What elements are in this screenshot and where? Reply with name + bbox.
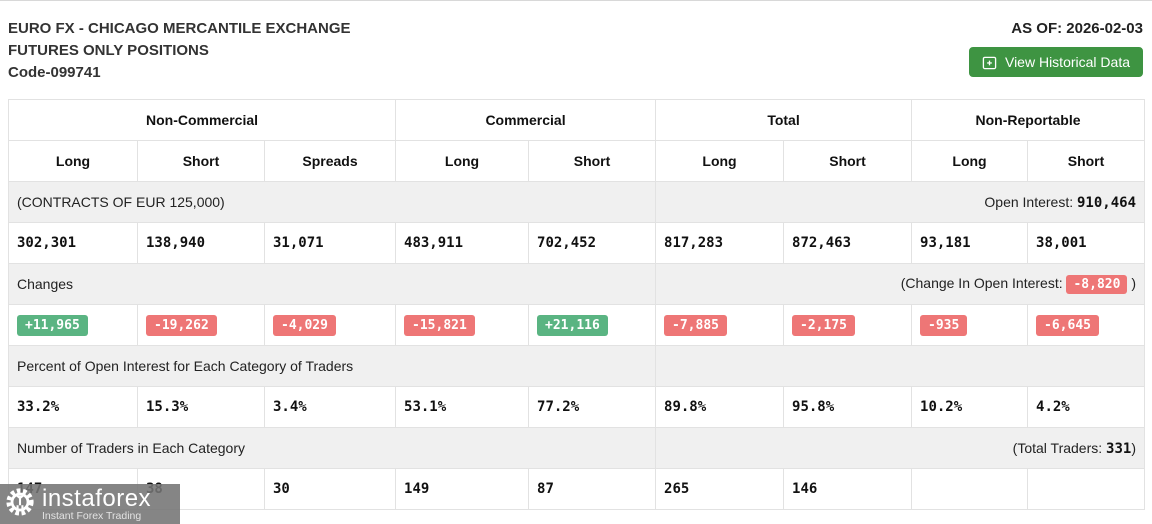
position-value: 872,463 <box>783 222 913 264</box>
changes-label-row: Changes (Change In Open Interest: -8,820… <box>7 263 1146 305</box>
column-header: Long <box>395 140 530 182</box>
percent-value: 10.2% <box>911 386 1029 428</box>
total-traders-cell: (Total Traders: 331) <box>655 427 1146 469</box>
traders-label: Number of Traders in Each Category <box>7 427 657 469</box>
change-badge: -935 <box>920 314 968 336</box>
percent-value: 89.8% <box>655 386 785 428</box>
percents-row: 33.2% 15.3% 3.4% 53.1% 77.2% 89.8% 95.8%… <box>8 386 1146 428</box>
change-oi-prefix: (Change In Open Interest: <box>900 274 1067 291</box>
percent-label-right-cell <box>655 345 1146 387</box>
change-oi-badge: -8,820 <box>1066 274 1128 294</box>
position-value: 817,283 <box>655 222 785 264</box>
column-header: Long <box>655 140 785 182</box>
change-badge: -19,262 <box>146 314 217 336</box>
column-header-row: Long Short Spreads Long Short Long Short… <box>8 140 1146 182</box>
watermark-text: instaforex Instant Forex Trading <box>42 484 152 522</box>
column-header: Short <box>137 140 265 182</box>
percent-label-row: Percent of Open Interest for Each Catego… <box>7 345 1146 387</box>
traders-value <box>1027 468 1146 510</box>
contracts-label-row: (CONTRACTS OF EUR 125,000) Open Interest… <box>7 181 1146 223</box>
traders-label-row: Number of Traders in Each Category (Tota… <box>7 427 1146 469</box>
contracts-label: (CONTRACTS OF EUR 125,000) <box>7 181 657 223</box>
group-header-non-commercial: Non-Commercial <box>7 99 397 141</box>
position-value: 702,452 <box>528 222 657 264</box>
as-of-date: AS OF: 2026-02-03 <box>1011 20 1143 37</box>
position-value: 302,301 <box>8 222 138 264</box>
traders-value: 149 <box>395 468 530 510</box>
position-value: 138,940 <box>137 222 265 264</box>
open-interest-value: 910,464 <box>1077 194 1137 211</box>
percent-value: 77.2% <box>528 386 657 428</box>
watermark-tagline: Instant Forex Trading <box>42 509 142 522</box>
total-traders-prefix: (Total Traders: <box>1012 439 1107 456</box>
open-interest-cell: Open Interest: 910,464 <box>655 181 1146 223</box>
column-header: Long <box>911 140 1029 182</box>
change-badge: -7,885 <box>664 314 727 336</box>
view-historical-data-button[interactable]: View Historical Data <box>968 47 1143 77</box>
header-right: AS OF: 2026-02-03 View Historical Data <box>968 20 1143 77</box>
traders-value: 87 <box>528 468 657 510</box>
change-badge: -15,821 <box>404 314 475 336</box>
traders-value <box>911 468 1029 510</box>
view-historical-data-label: View Historical Data <box>1004 54 1130 70</box>
column-header: Long <box>8 140 138 182</box>
percent-label: Percent of Open Interest for Each Catego… <box>7 345 657 387</box>
percent-value: 53.1% <box>395 386 530 428</box>
position-value: 93,181 <box>911 222 1029 264</box>
traders-value: 30 <box>263 468 397 510</box>
report-header: EURO FX - CHICAGO MERCANTILE EXCHANGE FU… <box>0 1 1152 99</box>
column-header: Short <box>1027 140 1146 182</box>
change-badge: +11,965 <box>17 314 88 336</box>
report-titles: EURO FX - CHICAGO MERCANTILE EXCHANGE FU… <box>8 18 351 84</box>
report-title-line1: EURO FX - CHICAGO MERCANTILE EXCHANGE <box>8 20 351 37</box>
report-code: Code-099741 <box>8 64 101 81</box>
percent-value: 3.4% <box>263 386 397 428</box>
changes-label: Changes <box>7 263 657 305</box>
watermark-brand: instaforex <box>42 484 152 512</box>
traders-value: 265 <box>655 468 785 510</box>
position-value: 31,071 <box>263 222 397 264</box>
instaforex-gear-logo-icon <box>4 486 36 523</box>
changes-row: +11,965 -19,262 -4,029 -15,821 +21,116 -… <box>8 304 1146 346</box>
percent-value: 33.2% <box>8 386 138 428</box>
change-badge: +21,116 <box>537 314 608 336</box>
percent-value: 95.8% <box>783 386 913 428</box>
traders-value: 146 <box>783 468 913 510</box>
total-traders-suffix: ) <box>1131 439 1137 456</box>
column-header: Spreads <box>263 140 397 182</box>
open-interest-label: Open Interest: <box>984 193 1077 210</box>
percent-value: 15.3% <box>137 386 265 428</box>
group-header-total: Total <box>655 99 913 141</box>
report-title-line2: FUTURES ONLY POSITIONS <box>8 42 209 59</box>
change-in-open-interest-cell: (Change In Open Interest: -8,820 ) <box>655 263 1146 305</box>
group-header-row: Non-Commercial Commercial Total Non-Repo… <box>7 99 1146 141</box>
change-oi-suffix: ) <box>1127 274 1137 291</box>
change-badge: -2,175 <box>792 314 855 336</box>
column-header: Short <box>783 140 913 182</box>
column-header: Short <box>528 140 657 182</box>
percent-value: 4.2% <box>1027 386 1146 428</box>
position-value: 483,911 <box>395 222 530 264</box>
total-traders-value: 331 <box>1106 440 1132 457</box>
change-badge: -4,029 <box>273 314 336 336</box>
instaforex-watermark: instaforex Instant Forex Trading <box>0 484 180 524</box>
group-header-commercial: Commercial <box>395 99 657 141</box>
change-badge: -6,645 <box>1036 314 1099 336</box>
group-header-non-reportable: Non-Reportable <box>911 99 1146 141</box>
cot-report-table: Non-Commercial Commercial Total Non-Repo… <box>7 99 1146 510</box>
positions-row: 302,301 138,940 31,071 483,911 702,452 8… <box>8 222 1146 264</box>
position-value: 38,001 <box>1027 222 1146 264</box>
calendar-plus-icon <box>982 55 997 70</box>
